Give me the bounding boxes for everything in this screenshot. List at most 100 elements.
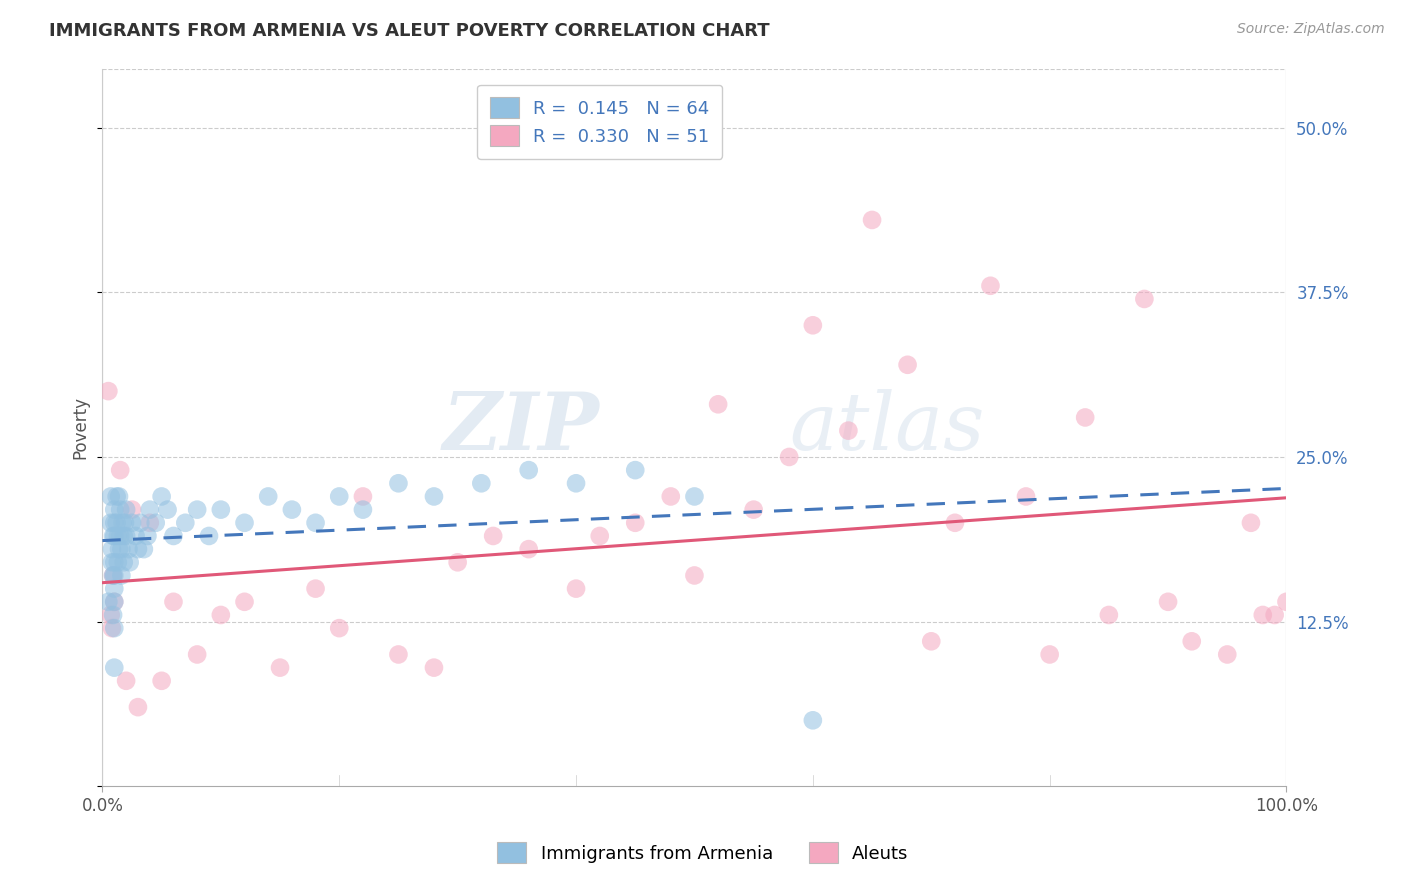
Point <box>517 463 540 477</box>
Point <box>101 607 124 622</box>
Point <box>352 490 374 504</box>
Y-axis label: Poverty: Poverty <box>72 396 89 458</box>
Point <box>121 502 143 516</box>
Point <box>1275 595 1298 609</box>
Point <box>281 502 304 516</box>
Point <box>103 595 125 609</box>
Point <box>778 450 800 464</box>
Point <box>801 318 824 333</box>
Point <box>801 714 824 728</box>
Point <box>174 516 197 530</box>
Point <box>565 476 588 491</box>
Point <box>1098 607 1121 622</box>
Point <box>233 516 256 530</box>
Point <box>108 529 131 543</box>
Point <box>112 529 135 543</box>
Point <box>115 673 138 688</box>
Point <box>108 502 131 516</box>
Point <box>132 542 155 557</box>
Point <box>423 660 446 674</box>
Point <box>136 529 159 543</box>
Point <box>1216 648 1239 662</box>
Point <box>145 516 167 530</box>
Point <box>860 213 883 227</box>
Point <box>304 516 326 530</box>
Point <box>110 542 132 557</box>
Point <box>233 595 256 609</box>
Point <box>1039 648 1062 662</box>
Point <box>103 555 125 569</box>
Point <box>1264 607 1286 622</box>
Point <box>920 634 942 648</box>
Point <box>257 490 280 504</box>
Point <box>139 516 162 530</box>
Point <box>328 621 350 635</box>
Point <box>139 502 162 516</box>
Point <box>387 476 409 491</box>
Point <box>589 529 612 543</box>
Legend: R =  0.145   N = 64, R =  0.330   N = 51: R = 0.145 N = 64, R = 0.330 N = 51 <box>477 85 723 159</box>
Point <box>112 555 135 569</box>
Point <box>1157 595 1180 609</box>
Point <box>1015 490 1038 504</box>
Point <box>101 568 124 582</box>
Point <box>156 502 179 516</box>
Point <box>101 529 124 543</box>
Point <box>108 490 131 504</box>
Point <box>101 568 124 582</box>
Point <box>101 555 124 569</box>
Point <box>209 502 232 516</box>
Point <box>446 555 468 569</box>
Point <box>624 516 647 530</box>
Point <box>683 568 706 582</box>
Point <box>328 490 350 504</box>
Point <box>162 529 184 543</box>
Point <box>121 516 143 530</box>
Point <box>129 516 152 530</box>
Point <box>124 529 146 543</box>
Point <box>101 621 124 635</box>
Point <box>1240 516 1263 530</box>
Point <box>117 542 139 557</box>
Point <box>209 607 232 622</box>
Point <box>100 607 122 622</box>
Point <box>103 502 125 516</box>
Text: IMMIGRANTS FROM ARMENIA VS ALEUT POVERTY CORRELATION CHART: IMMIGRANTS FROM ARMENIA VS ALEUT POVERTY… <box>49 22 770 40</box>
Point <box>624 463 647 477</box>
Point <box>352 502 374 516</box>
Point <box>150 673 173 688</box>
Point <box>107 529 129 543</box>
Point <box>150 490 173 504</box>
Point <box>105 516 128 530</box>
Point <box>186 648 208 662</box>
Point <box>517 542 540 557</box>
Point <box>1133 292 1156 306</box>
Point <box>118 555 141 569</box>
Text: atlas: atlas <box>789 389 984 467</box>
Point <box>97 595 120 609</box>
Point <box>103 595 125 609</box>
Point <box>103 582 125 596</box>
Point <box>103 529 125 543</box>
Point <box>110 568 132 582</box>
Point <box>114 516 136 530</box>
Point <box>897 358 920 372</box>
Text: ZIP: ZIP <box>443 389 600 467</box>
Point <box>162 595 184 609</box>
Point <box>186 502 208 516</box>
Point <box>115 529 138 543</box>
Point <box>1181 634 1204 648</box>
Point <box>127 700 149 714</box>
Point <box>565 582 588 596</box>
Point <box>105 490 128 504</box>
Point <box>100 516 122 530</box>
Point <box>100 490 122 504</box>
Point <box>108 463 131 477</box>
Legend: Immigrants from Armenia, Aleuts: Immigrants from Armenia, Aleuts <box>486 831 920 874</box>
Point <box>103 516 125 530</box>
Point <box>387 648 409 662</box>
Point <box>108 542 131 557</box>
Point <box>127 542 149 557</box>
Text: Source: ZipAtlas.com: Source: ZipAtlas.com <box>1237 22 1385 37</box>
Point <box>111 516 134 530</box>
